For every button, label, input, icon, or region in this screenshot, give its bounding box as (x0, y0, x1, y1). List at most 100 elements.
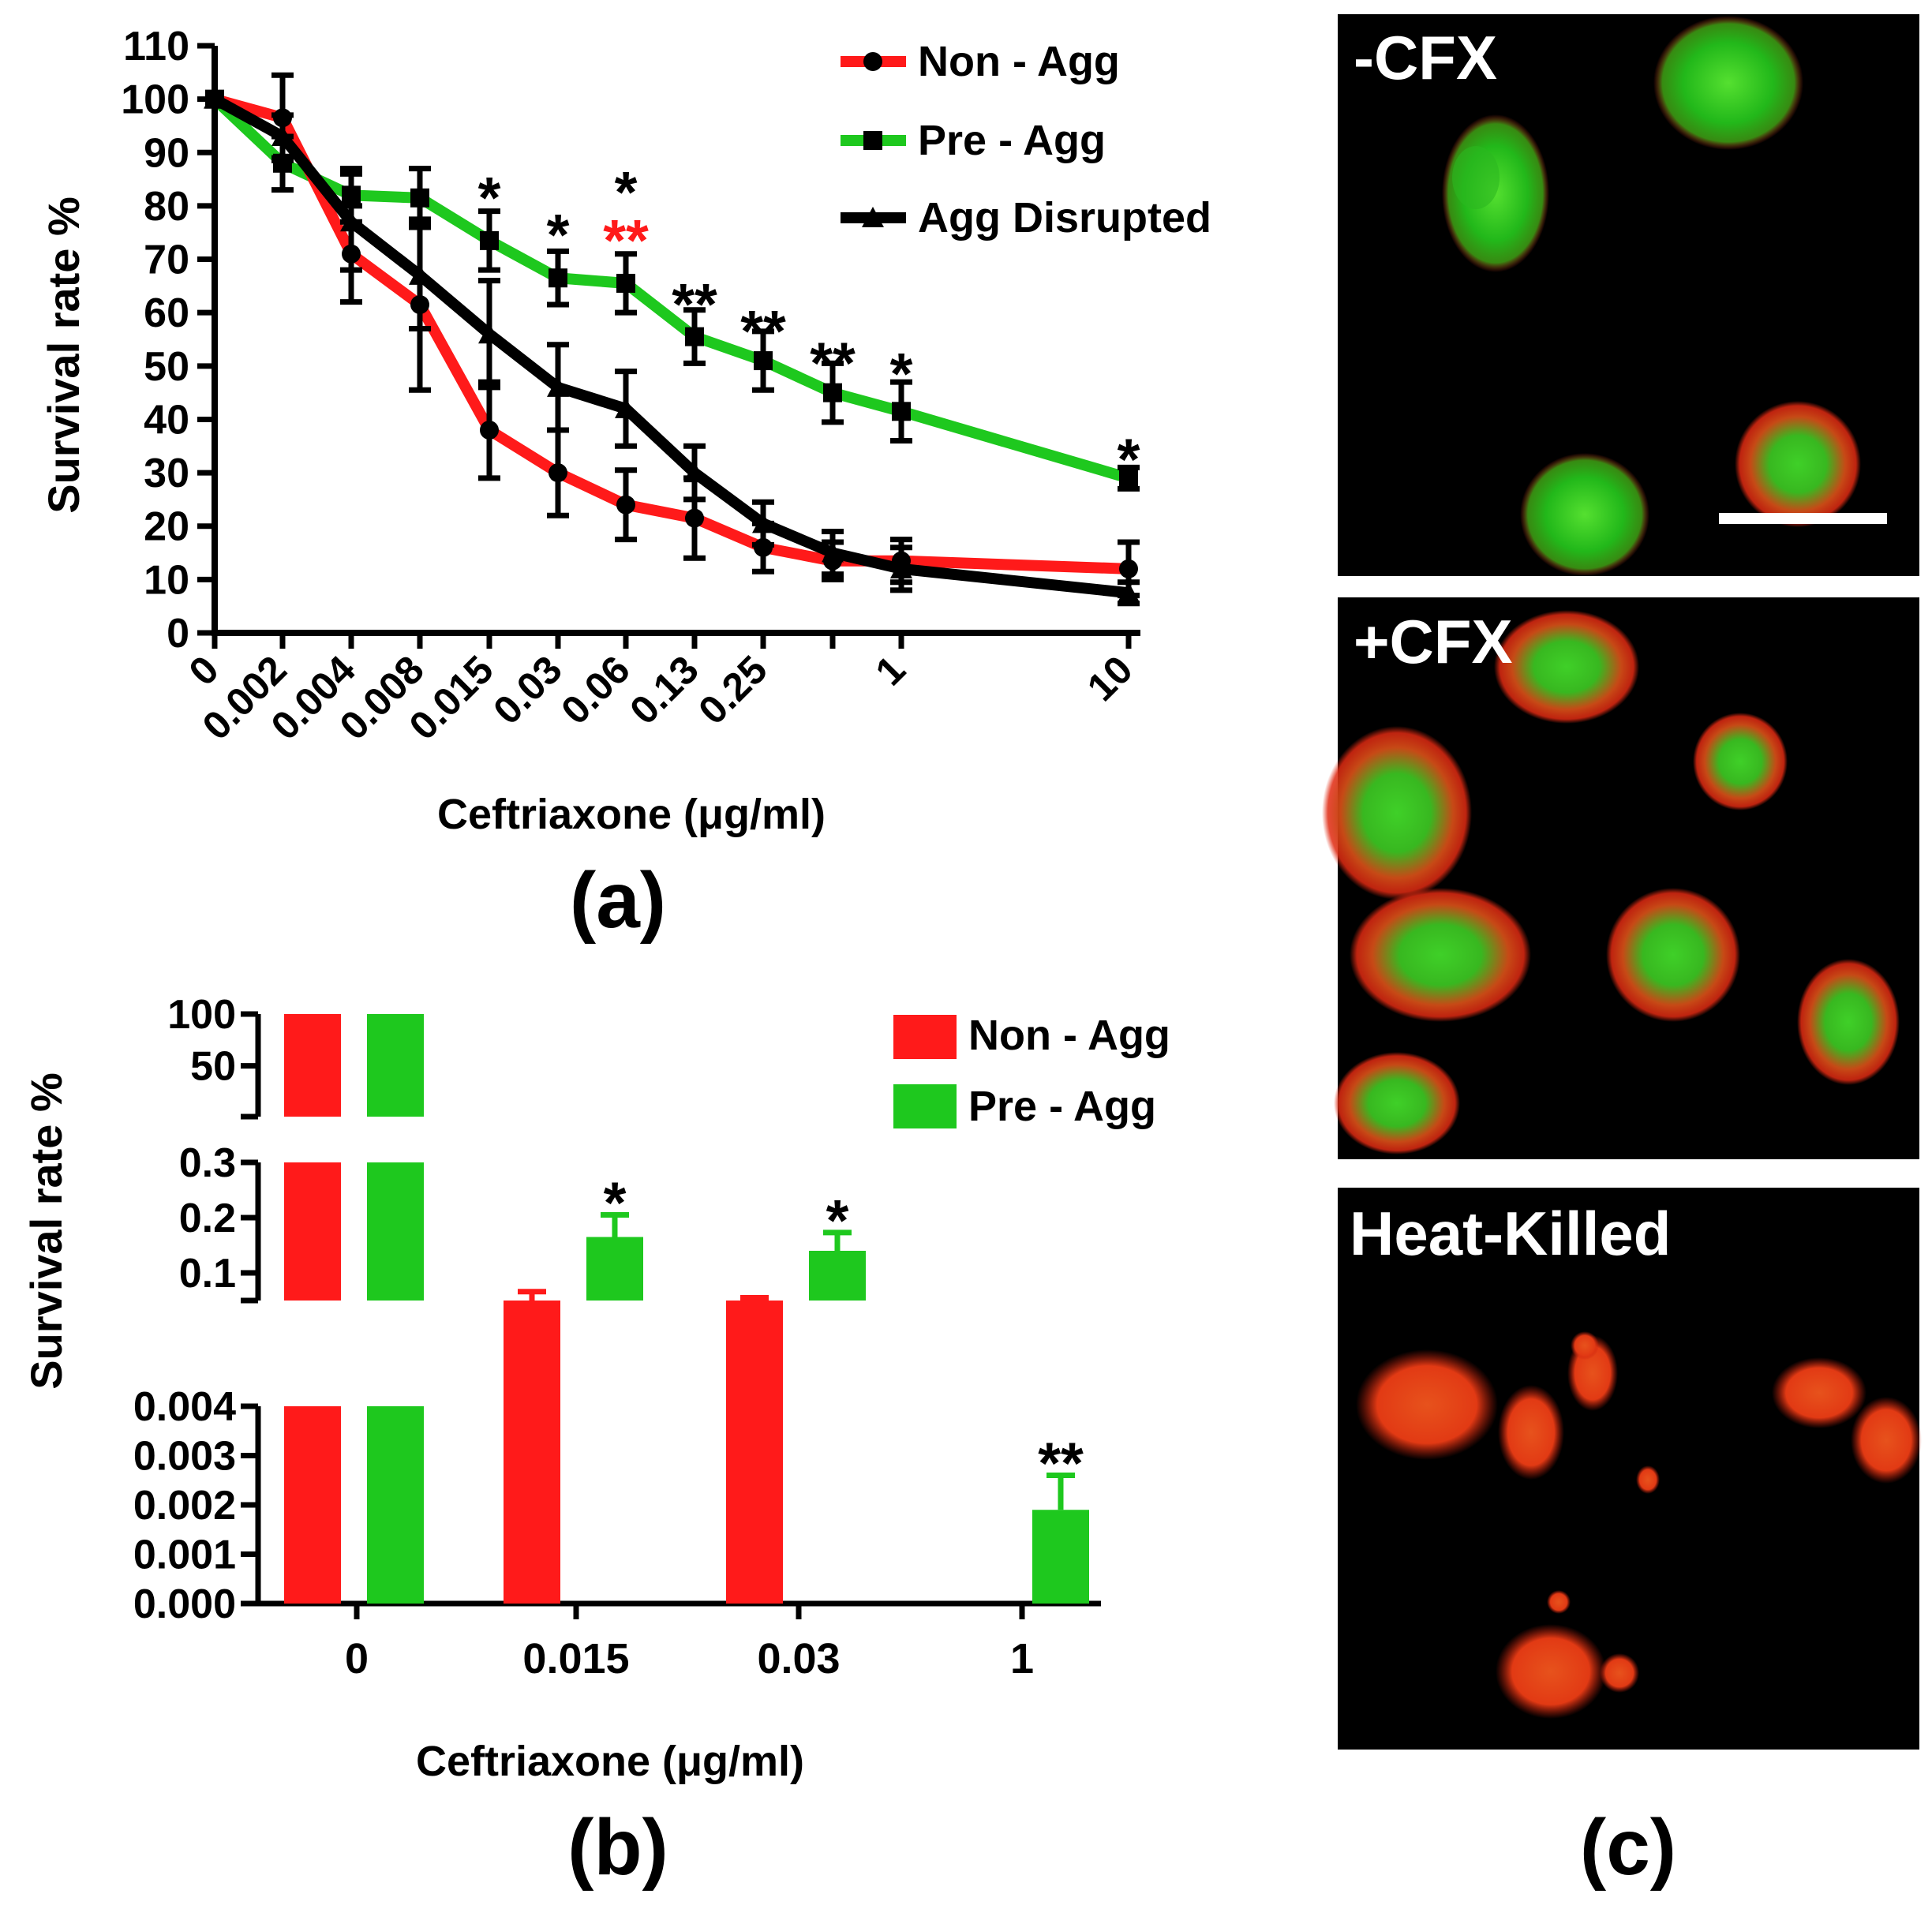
b-legend-item-pre-agg: Pre - Agg (893, 1083, 1156, 1130)
a-significance-marker: ** (740, 298, 786, 364)
b-legend-item-non-agg: Non - Agg (893, 1012, 1170, 1059)
a-point-non-agg (616, 495, 635, 515)
a-legend-label-agg-disrupted: Agg Disrupted (918, 194, 1211, 241)
aggregate-cluster (1322, 610, 1900, 1155)
b-legend-label-pre-agg: Pre - Agg (968, 1083, 1156, 1130)
micrograph-label-heat-killed: Heat-Killed (1350, 1199, 1671, 1268)
b-bar-non-agg (284, 1406, 341, 1604)
a-y-tick-label: 80 (144, 184, 189, 230)
a-series-line-agg-disrupted (212, 94, 1129, 599)
a-point-non-agg (1119, 559, 1138, 578)
a-point-pre-agg (549, 268, 567, 288)
a-point-non-agg (480, 420, 499, 440)
b-bar-pre-agg (367, 1406, 424, 1604)
micrograph-heat-killed: Heat-Killed (1338, 1188, 1922, 1750)
a-y-tick-label: 40 (144, 397, 189, 443)
a-y-tick-label: 60 (144, 290, 189, 336)
a-y-tick-label: 20 (144, 504, 189, 550)
b-x-tick-label: 0.03 (757, 1635, 840, 1682)
a-y-tick-label: 90 (144, 130, 189, 176)
b-x-tick-label: 1 (1010, 1635, 1034, 1682)
b-bar-pre-agg (586, 1237, 643, 1301)
b-y-tick-label: 0.001 (133, 1533, 236, 1578)
a-y-tick-label: 10 (144, 557, 189, 603)
a-y-tick-label: 70 (144, 238, 189, 283)
b-y-tick-label: 0.004 (133, 1384, 236, 1430)
b-significance-marker: * (604, 1170, 627, 1236)
a-point-pre-agg (1119, 468, 1138, 488)
panel-label-c: (c) (1580, 1803, 1676, 1892)
aggregate-cluster (1356, 1331, 1922, 1719)
a-legend: Non - Agg Pre - Agg Agg Disrupted (841, 38, 1211, 241)
a-y-tick-label: 50 (144, 344, 189, 390)
a-significance-marker: ** (672, 271, 717, 337)
b-bar-non-agg (504, 1301, 560, 1604)
a-point-non-agg (685, 508, 704, 528)
a-significance-marker: * (615, 159, 638, 225)
a-point-pre-agg (480, 230, 499, 250)
a-point-agg-disrupted (409, 264, 431, 285)
a-point-pre-agg (823, 383, 842, 402)
b-bar-non-agg (284, 1162, 341, 1301)
b-y-tick-label: 0.000 (133, 1581, 236, 1627)
b-significance-marker: * (826, 1188, 849, 1253)
a-x-tick-label: 1 (867, 647, 914, 694)
a-point-agg-disrupted (683, 462, 706, 483)
b-y-tick-label: 0.003 (133, 1434, 236, 1480)
b-y-tick-label: 0.002 (133, 1483, 236, 1529)
b-legend-label-non-agg: Non - Agg (968, 1012, 1170, 1059)
b-y-axis-label: Survival rate % (21, 1072, 71, 1390)
a-x-tick-label: 0.06 (552, 647, 638, 732)
a-y-tick-label: 30 (144, 451, 189, 496)
a-x-axis-label: Ceftriaxone (μg/ml) (437, 791, 826, 838)
a-point-agg-disrupted (340, 211, 362, 232)
micrograph-cfx: +CFX (1322, 597, 1919, 1159)
a-legend-item-non-agg: Non - Agg (841, 38, 1120, 85)
a-y-tick-label: 0 (167, 611, 189, 657)
a-y-tick-label: 110 (123, 24, 189, 69)
a-point-agg-disrupted (822, 541, 844, 563)
b-x-tick-label: 0.015 (522, 1635, 629, 1682)
aggregate-cluster (1442, 16, 1861, 576)
a-significance-marker: * (890, 341, 913, 406)
a-legend-label-non-agg: Non - Agg (918, 38, 1120, 85)
a-point-agg-disrupted (547, 376, 569, 397)
a-legend-label-pre-agg: Pre - Agg (918, 117, 1106, 164)
a-point-non-agg (549, 463, 567, 483)
b-y-tick-label: 50 (190, 1044, 236, 1090)
b-bar-non-agg (726, 1301, 783, 1604)
a-point-pre-agg (685, 327, 704, 346)
b-y-tick-label: 0.2 (179, 1196, 236, 1241)
b-bar-pre-agg (367, 1162, 424, 1301)
a-point-agg-disrupted (478, 323, 500, 344)
a-significance-marker: ** (810, 331, 856, 396)
a-point-pre-agg (410, 188, 429, 208)
b-y-tick-label: 0.3 (179, 1140, 236, 1186)
a-y-tick-label: 100 (121, 77, 189, 123)
b-x-tick-label: 0 (345, 1635, 369, 1682)
a-point-agg-disrupted (890, 557, 912, 578)
panel-label-b: (b) (567, 1803, 668, 1892)
a-significance-marker: * (547, 202, 570, 268)
a-x-tick-label: 10 (1079, 647, 1141, 709)
a-legend-item-agg-disrupted: Agg Disrupted (841, 194, 1211, 241)
b-bar-pre-agg (367, 1014, 424, 1117)
a-point-agg-disrupted (615, 397, 637, 418)
a-significance-marker: * (1118, 426, 1140, 492)
a-point-agg-disrupted (1118, 582, 1140, 603)
b-x-axis-label: Ceftriaxone (μg/ml) (416, 1738, 804, 1785)
micrograph-label-no-cfx: -CFX (1354, 23, 1497, 92)
scale-bar (1719, 513, 1887, 524)
a-significance-marker: * (478, 165, 501, 230)
b-legend: Non - Agg Pre - Agg (893, 1012, 1170, 1130)
a-point-pre-agg (754, 351, 773, 371)
a-y-axis-label: Survival rate % (39, 196, 88, 514)
b-y-tick-label: 0.1 (179, 1251, 236, 1297)
micrograph-no-cfx: -CFX (1338, 14, 1919, 576)
a-point-agg-disrupted (271, 125, 294, 146)
microscopy-panels: -CFX +CFX (1322, 14, 1922, 1892)
micrograph-label-cfx: +CFX (1354, 607, 1513, 676)
panel-label-a: (a) (570, 856, 666, 945)
